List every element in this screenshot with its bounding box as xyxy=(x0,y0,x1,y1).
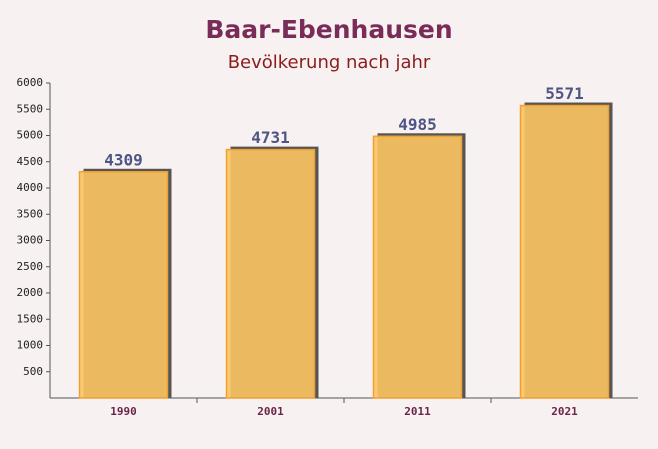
chart-subtitle: Bevölkerung nach jahr xyxy=(228,52,431,73)
value-label: 5571 xyxy=(545,84,584,103)
y-tick-label: 4000 xyxy=(17,181,44,194)
y-tick-label: 5500 xyxy=(17,102,44,115)
y-tick-label: 2000 xyxy=(17,286,44,299)
value-label: 4985 xyxy=(398,115,437,134)
bar xyxy=(519,104,610,399)
x-tick-label: 2021 xyxy=(551,405,578,418)
y-tick-label: 3500 xyxy=(17,207,44,220)
x-tick-label: 2001 xyxy=(257,405,284,418)
y-tick-label: 4500 xyxy=(17,155,44,168)
x-tick-label: 2011 xyxy=(404,405,431,418)
y-tick-label: 500 xyxy=(23,365,43,378)
y-tick-label: 3000 xyxy=(17,234,44,247)
y-tick-label: 5000 xyxy=(17,129,44,142)
y-tick-label: 1500 xyxy=(17,312,44,325)
y-tick-label: 2500 xyxy=(17,260,44,273)
x-tick-label: 1990 xyxy=(110,405,137,418)
bar xyxy=(78,171,169,399)
value-label: 4731 xyxy=(251,128,290,147)
bar xyxy=(225,148,316,399)
bar xyxy=(372,135,463,399)
y-tick-label: 1000 xyxy=(17,339,44,352)
y-tick-label: 6000 xyxy=(17,76,44,89)
chart-title: Baar-Ebenhausen xyxy=(205,15,452,44)
value-label: 4309 xyxy=(104,150,143,169)
